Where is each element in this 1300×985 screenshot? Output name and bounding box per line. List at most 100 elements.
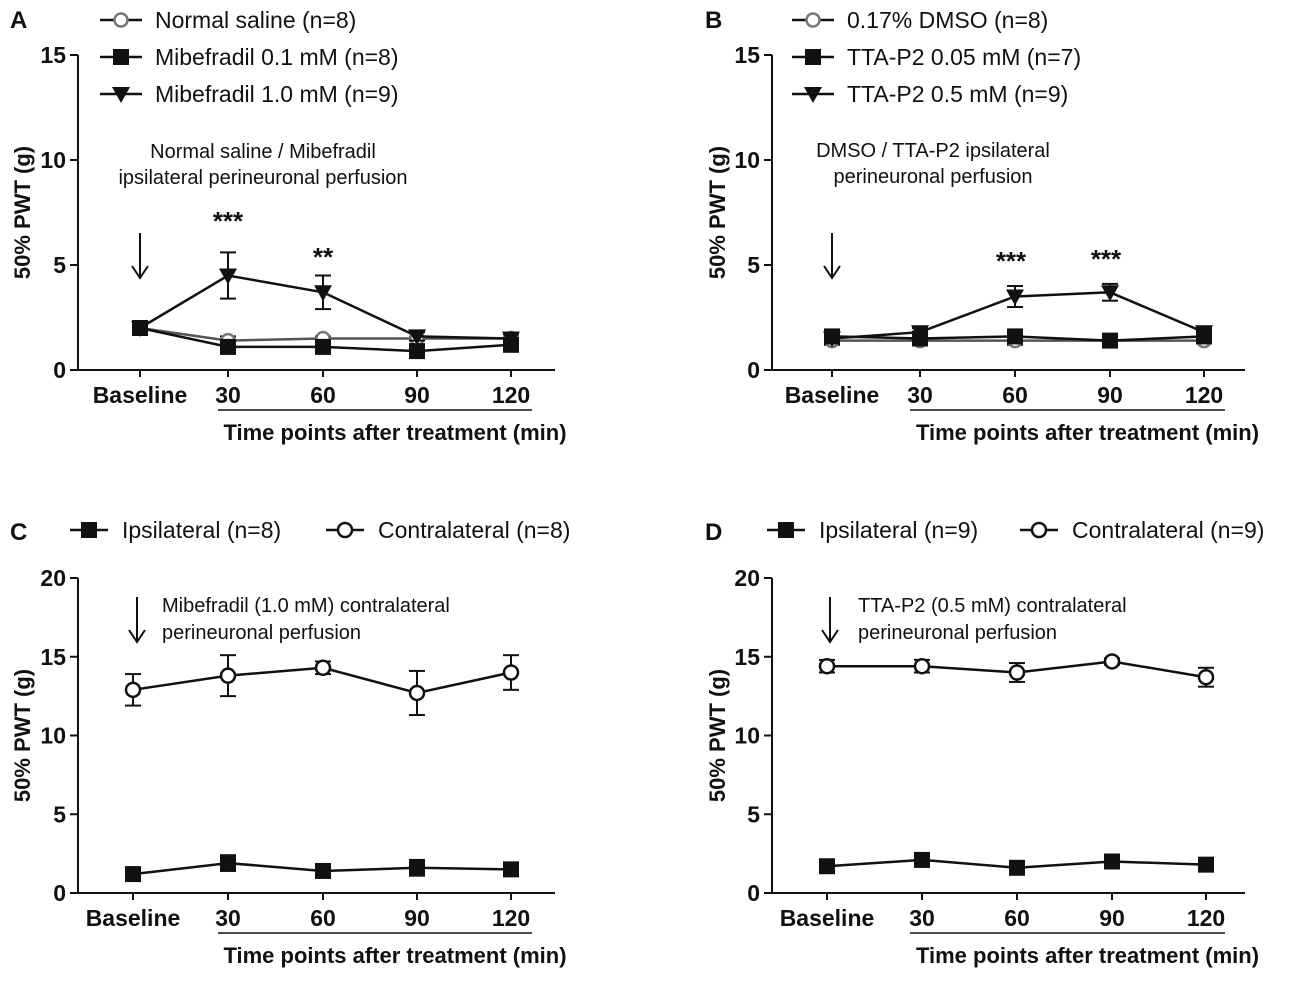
data-point xyxy=(502,331,520,348)
annotation-text: Mibefradil (1.0 mM) contralateral xyxy=(162,595,450,617)
y-tick-label: 15 xyxy=(734,644,760,670)
series-1 xyxy=(124,654,520,717)
treatment-arrow-head xyxy=(823,265,841,280)
series-1 xyxy=(818,653,1215,688)
data-point xyxy=(408,329,426,346)
legend-marker xyxy=(778,522,794,538)
x-tick-label: 120 xyxy=(492,382,530,408)
treatment-arrow-head xyxy=(131,265,149,280)
x-tick-label: 30 xyxy=(215,905,241,931)
y-tick-label: 5 xyxy=(747,801,760,827)
significance-marker: *** xyxy=(213,206,244,236)
annotation-text: TTA-P2 (0.5 mM) contralateral xyxy=(858,595,1127,617)
data-point xyxy=(913,657,931,675)
y-tick-label: 10 xyxy=(734,723,760,749)
data-point xyxy=(1104,853,1120,870)
data-point xyxy=(219,268,237,285)
data-point xyxy=(314,285,332,302)
x-tick-label: 120 xyxy=(1187,905,1225,931)
x-tick-label: Baseline xyxy=(785,382,880,408)
x-tick-label: 30 xyxy=(907,382,933,408)
y-tick-label: 15 xyxy=(734,42,760,68)
legend-marker xyxy=(113,12,129,28)
annotation-text: perineuronal perfusion xyxy=(833,166,1032,188)
x-axis-title: Time points after treatment (min) xyxy=(223,943,566,968)
x-tick-label: 60 xyxy=(1002,382,1028,408)
legend-label: Contralateral (n=9) xyxy=(1072,517,1264,543)
y-tick-label: 10 xyxy=(40,723,66,749)
data-point xyxy=(409,343,425,360)
y-axis-title: 50% PWT (g) xyxy=(705,669,730,802)
y-tick-label: 5 xyxy=(747,252,760,278)
legend-label: Mibefradil 0.1 mM (n=8) xyxy=(155,44,399,70)
data-point xyxy=(219,667,237,684)
data-point xyxy=(502,664,520,681)
x-tick-label: 90 xyxy=(404,905,430,931)
legend-label: Normal saline (n=8) xyxy=(155,7,356,33)
legend-label: 0.17% DMSO (n=8) xyxy=(847,7,1048,33)
y-tick-label: 10 xyxy=(40,147,66,173)
y-tick-label: 20 xyxy=(40,565,66,591)
annotation-text: DMSO / TTA-P2 ipsilateral xyxy=(816,140,1050,162)
x-tick-label: Baseline xyxy=(93,382,188,408)
y-tick-label: 0 xyxy=(747,357,760,383)
x-tick-label: 90 xyxy=(404,382,430,408)
data-point xyxy=(818,657,836,675)
legend-marker xyxy=(805,12,821,28)
x-axis-title: Time points after treatment (min) xyxy=(916,943,1259,968)
data-point xyxy=(131,321,149,337)
significance-marker: *** xyxy=(1091,244,1122,274)
legend-label: TTA-P2 0.5 mM (n=9) xyxy=(847,81,1068,107)
annotation-text: ipsilateral perineuronal perfusion xyxy=(118,167,407,189)
data-point xyxy=(315,338,331,355)
data-point xyxy=(911,325,929,342)
data-point xyxy=(220,855,236,872)
panel-label: C xyxy=(10,519,27,546)
x-tick-label: Baseline xyxy=(780,905,875,931)
x-axis-title: Time points after treatment (min) xyxy=(223,420,566,445)
x-tick-label: 60 xyxy=(1004,905,1030,931)
legend-marker xyxy=(1030,521,1048,539)
x-tick-label: Baseline xyxy=(86,905,181,931)
panel-d: D 0 5 10 15 20 Baseline 30 60 90 120 Time points af… xyxy=(705,517,1264,968)
x-tick-label: 60 xyxy=(310,382,336,408)
annotation-text: perineuronal perfusion xyxy=(162,622,361,644)
data-point xyxy=(823,331,841,348)
annotation-text: Normal saline / Mibefradil xyxy=(150,141,376,163)
significance-marker: *** xyxy=(996,246,1027,276)
panel-label: B xyxy=(705,7,722,34)
legend-label: Mibefradil 1.0 mM (n=9) xyxy=(155,81,399,107)
y-tick-label: 5 xyxy=(53,801,66,827)
y-tick-label: 5 xyxy=(53,252,66,278)
y-tick-label: 15 xyxy=(40,644,66,670)
y-tick-label: 0 xyxy=(53,880,66,906)
treatment-arrow-head xyxy=(128,629,146,644)
series-2 xyxy=(131,251,520,348)
data-point xyxy=(124,681,142,699)
panel-label: D xyxy=(705,519,722,546)
legend-label: TTA-P2 0.05 mM (n=7) xyxy=(847,44,1081,70)
data-point xyxy=(1007,328,1023,345)
treatment-arrow-head xyxy=(821,629,839,644)
legend-marker xyxy=(113,49,129,65)
data-point xyxy=(819,858,835,875)
data-point xyxy=(1008,664,1026,681)
data-point xyxy=(408,684,426,702)
series-0 xyxy=(819,851,1214,876)
legend-marker xyxy=(336,521,354,539)
series-line xyxy=(139,274,512,340)
data-point xyxy=(125,866,141,883)
y-tick-label: 0 xyxy=(747,880,760,906)
x-tick-label: 120 xyxy=(1185,382,1223,408)
data-point xyxy=(1009,859,1025,876)
data-point xyxy=(314,659,332,677)
panel-c: C 0 5 10 15 20 Baseline 30 60 90 120 Time points af… xyxy=(10,517,570,968)
legend-label: Contralateral (n=8) xyxy=(378,517,570,543)
data-point xyxy=(315,862,331,879)
data-point xyxy=(914,851,930,868)
y-tick-label: 20 xyxy=(734,565,760,591)
x-tick-label: 120 xyxy=(492,905,530,931)
data-point xyxy=(1102,332,1118,349)
data-point xyxy=(1006,289,1024,306)
